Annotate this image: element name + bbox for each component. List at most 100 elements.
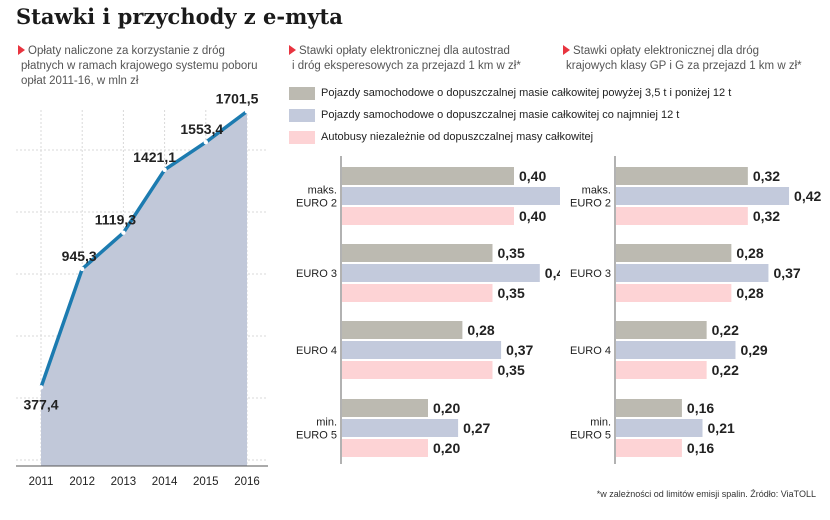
category-label: min. xyxy=(590,417,611,429)
legend-swatch xyxy=(289,86,315,100)
category-label: maks. xyxy=(582,185,611,197)
subtitle-revenue-line-3: opłat 2011-16, w mln zł xyxy=(21,75,139,87)
subtitle-revenue-line-2: płatnych w ramach krajowego systemu pobo… xyxy=(21,60,258,72)
bar-value-label: 0,20 xyxy=(433,400,460,416)
x-tick-label: 2016 xyxy=(234,476,260,488)
bar-value-label: 0,28 xyxy=(467,322,494,338)
data-point xyxy=(162,167,167,173)
subtitle-revenue: Opłaty naliczone za korzystanie z dróg p… xyxy=(18,44,258,89)
legend-swatch xyxy=(289,130,315,144)
x-tick-label: 2014 xyxy=(152,476,178,488)
bar-value-label: 0,28 xyxy=(736,245,763,261)
triangle-marker-icon xyxy=(563,45,570,55)
bar-value-label: 0,20 xyxy=(433,440,460,456)
legend-item: Pojazdy samochodowe o dopuszczalnej masi… xyxy=(289,106,731,124)
legend-label: Pojazdy samochodowe o dopuszczalnej masi… xyxy=(321,109,680,121)
category-label: EURO 5 xyxy=(570,430,611,442)
bar xyxy=(616,439,682,457)
bar xyxy=(342,167,514,185)
data-label: 1421,1 xyxy=(133,149,176,165)
data-label: 1701,5 xyxy=(216,90,259,106)
bar xyxy=(616,264,769,282)
bar xyxy=(616,187,790,205)
subtitle-motorway-line-1: Stawki opłaty elektronicznej dla autostr… xyxy=(299,45,510,57)
bar xyxy=(616,341,736,359)
bar xyxy=(616,167,748,185)
x-tick-label: 2012 xyxy=(69,476,95,488)
bar-value-label: 0,32 xyxy=(753,208,780,224)
subtitle-motorway-line-2: i dróg eksperesowych za przejazd 1 km w … xyxy=(292,60,521,72)
legend-item: Autobusy niezależnie od dopuszczalnej ma… xyxy=(289,128,731,146)
legend-item: Pojazdy samochodowe o dopuszczalnej masi… xyxy=(289,84,731,102)
x-tick-label: 2013 xyxy=(111,476,137,488)
bar-value-label: 0,35 xyxy=(498,285,525,301)
category-label: EURO 4 xyxy=(570,345,611,357)
data-label: 1553,4 xyxy=(180,121,223,137)
legend-swatch xyxy=(289,108,315,122)
bar xyxy=(342,244,493,262)
category-label: min. xyxy=(316,417,337,429)
bar xyxy=(342,207,514,225)
bar xyxy=(616,284,732,302)
bar-value-label: 0,16 xyxy=(687,400,714,416)
bar-value-label: 0,35 xyxy=(498,245,525,261)
category-label: EURO 4 xyxy=(296,345,337,357)
bar xyxy=(342,341,502,359)
subtitle-motorway-rates: Stawki opłaty elektronicznej dla autostr… xyxy=(289,44,521,74)
data-label: 945,3 xyxy=(62,248,97,264)
bar-value-label: 0,35 xyxy=(498,362,525,378)
subtitle-national-road-rates: Stawki opłaty elektronicznej dla dróg kr… xyxy=(563,44,802,74)
footnote: *w zależności od limitów emisji spalin. … xyxy=(596,489,816,499)
data-point xyxy=(203,140,208,145)
bar xyxy=(616,419,703,437)
legend-label: Autobusy niezależnie od dopuszczalnej ma… xyxy=(321,131,594,143)
triangle-marker-icon xyxy=(18,45,25,55)
subtitle-national-line-1: Stawki opłaty elektronicznej dla dróg xyxy=(573,45,760,57)
x-tick-label: 2011 xyxy=(29,476,54,488)
bar-value-label: 0,40 xyxy=(519,168,546,184)
bar-value-label: 0,22 xyxy=(712,362,739,378)
bar xyxy=(616,361,707,379)
bar xyxy=(342,439,428,457)
bar-value-label: 0,40 xyxy=(519,208,546,224)
area-fill xyxy=(41,111,247,467)
bar-value-label: 0,46 xyxy=(545,265,560,281)
subtitle-national-line-2: krajowych klasy GP i G za przejazd 1 km … xyxy=(566,60,802,72)
triangle-marker-icon xyxy=(289,45,296,55)
legend-label: Pojazdy samochodowe o dopuszczalnej masi… xyxy=(321,87,732,99)
bar xyxy=(616,321,707,339)
bar xyxy=(342,321,463,339)
bar xyxy=(342,264,540,282)
page-title: Stawki i przychody z e-myta xyxy=(16,4,343,29)
category-label: EURO 3 xyxy=(570,268,611,280)
category-label: EURO 2 xyxy=(296,198,337,210)
legend: Pojazdy samochodowe o dopuszczalnej masi… xyxy=(289,84,731,150)
bar xyxy=(342,284,493,302)
category-label: maks. xyxy=(308,185,337,197)
category-label: EURO 3 xyxy=(296,268,337,280)
bar xyxy=(342,419,459,437)
bar-value-label: 0,16 xyxy=(687,440,714,456)
bar xyxy=(616,399,682,417)
data-point xyxy=(80,266,85,272)
x-tick-label: 2015 xyxy=(193,476,219,488)
bar xyxy=(616,244,732,262)
bar-value-label: 0,32 xyxy=(753,168,780,184)
data-point xyxy=(121,230,126,235)
subtitle-revenue-line-1: Opłaty naliczone za korzystanie z dróg xyxy=(28,45,225,57)
national-road-rates-bar-chart: maks.EURO 2 0,32 0,42 0,32 EURO 3 0,28 0,37 0,2… xyxy=(570,156,822,464)
category-label: EURO 2 xyxy=(570,198,611,210)
bar xyxy=(342,399,428,417)
data-label: 1119,3 xyxy=(95,212,136,228)
bar xyxy=(342,187,560,205)
bar xyxy=(616,207,748,225)
data-point xyxy=(38,385,44,390)
bar-value-label: 0,37 xyxy=(506,342,533,358)
bar-value-label: 0,22 xyxy=(712,322,739,338)
bar-value-label: 0,21 xyxy=(708,420,735,436)
bar xyxy=(342,361,493,379)
data-label: 377,4 xyxy=(23,396,58,412)
bar-value-label: 0,29 xyxy=(740,342,767,358)
